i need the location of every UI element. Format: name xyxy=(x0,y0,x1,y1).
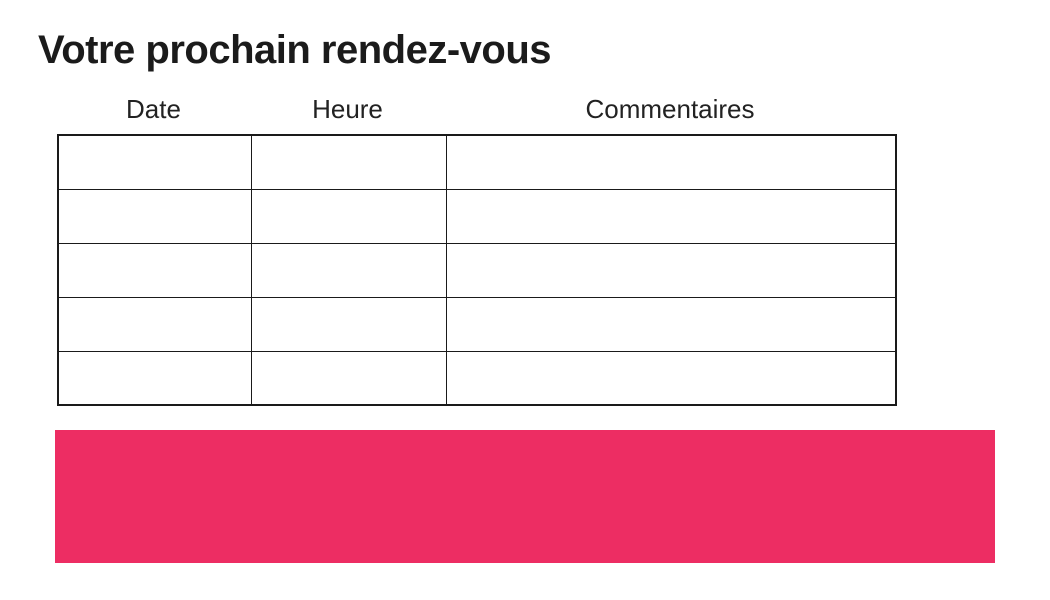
table-cell xyxy=(250,242,447,298)
table-row xyxy=(57,134,897,190)
table-cell xyxy=(57,188,252,244)
table-cell xyxy=(250,350,447,406)
appointments-table xyxy=(57,134,897,406)
table-row xyxy=(57,188,897,244)
column-header-commentaires: Commentaires xyxy=(585,94,755,124)
table-cell xyxy=(445,296,897,352)
page-title: Votre prochain rendez-vous xyxy=(38,28,552,72)
table-cell xyxy=(250,188,447,244)
table-row xyxy=(57,350,897,406)
appointments-table-body xyxy=(57,134,897,406)
column-header-date: Date xyxy=(126,94,181,124)
table-row xyxy=(57,242,897,298)
table-column-headers: Date Heure Commentaires xyxy=(57,92,895,126)
table-row xyxy=(57,296,897,352)
table-cell xyxy=(57,296,252,352)
table-cell xyxy=(250,296,447,352)
table-cell xyxy=(445,188,897,244)
table-cell xyxy=(445,134,897,190)
table-cell xyxy=(57,350,252,406)
column-header-heure: Heure xyxy=(312,94,383,124)
table-cell xyxy=(250,134,447,190)
table-cell xyxy=(57,134,252,190)
accent-banner xyxy=(55,430,995,563)
table-cell xyxy=(445,350,897,406)
table-cell xyxy=(445,242,897,298)
table-cell xyxy=(57,242,252,298)
